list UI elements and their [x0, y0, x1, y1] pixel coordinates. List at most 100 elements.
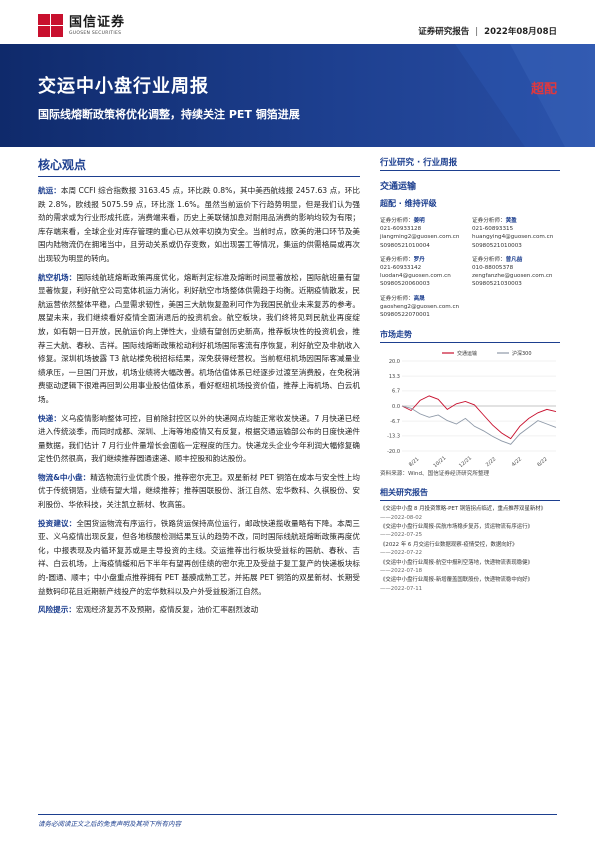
sidebar-head: 行业研究 · 行业周报	[380, 156, 560, 171]
paragraph-lead: 航运：	[38, 186, 61, 195]
analyst-role: 证券分析师：	[380, 295, 414, 302]
analyst-email[interactable]: luodan4@guosen.com.cn	[380, 273, 451, 280]
analyst-name: 姜明	[413, 218, 425, 224]
series-line-1	[401, 405, 557, 446]
core-view-title: 核心观点	[38, 156, 360, 177]
analyst-card: 证券分析师：姜明 021-60933128 jiangming2@guosen.co…	[380, 217, 472, 250]
analyst-role: 证券分析师：	[472, 218, 506, 224]
y-tick-label: -13.3	[387, 434, 400, 440]
analyst-license: S0980521010004	[380, 242, 430, 249]
related-report-link[interactable]: 《交运中小盘 8 月投资策略-PET 铜箔拐点临近，重点推荐双星新材》	[380, 506, 547, 513]
related-report-link[interactable]: 《交运中小盘行业周报-新增覆盖国联股份，快递物流稳中向好》	[380, 577, 533, 584]
report-meta: 证券研究报告 | 2022年08月08日	[418, 27, 557, 37]
sector-name: 交通运输	[380, 182, 417, 192]
banner-decoration	[455, 44, 595, 147]
page-header: 国信证券 GUOSEN SECURITIES 证券研究报告 | 2022年08月08…	[0, 0, 595, 44]
analyst-card: 证券分析师：高晟 gaosheng2@guosen.com.cn S09805220…	[380, 295, 472, 320]
brand-name-en: GUOSEN SECURITIES	[69, 30, 122, 36]
analyst-name: 黄盈	[505, 218, 517, 224]
chart-source: 资料来源：Wind、国信证券经济研究所整理	[380, 471, 490, 478]
analyst-role: 证券分析师：	[472, 256, 506, 263]
paragraph-text: 义乌疫情影响整体可控，目前除封控区以外的快递网点均能正常收发快递。7 月快递已经…	[38, 413, 360, 464]
series-line-0	[401, 395, 557, 440]
y-tick-label: 6.7	[392, 389, 400, 395]
market-trend-title: 市场走势	[380, 329, 560, 344]
core-paragraph: 航空机场：国际线航班熔断政策再度优化，熔断判定标准及熔断时间显著放松，国际航班量…	[38, 271, 360, 407]
core-paragraph: 航运：本周 CCFI 综合指数报 3163.45 点，环比跌 0.8%，其中美西…	[38, 184, 360, 266]
analyst-name: 曾凡喆	[505, 256, 523, 263]
related-report-date: ——2022-07-25	[380, 532, 423, 539]
analyst-phone: 010-88005378	[472, 265, 514, 272]
related-report-date: ——2022-07-18	[380, 568, 423, 575]
footer-disclaimer: 请务必阅读正文之后的免责声明及其项下所有内容	[38, 820, 181, 828]
paragraph-lead: 物流&中小盘：	[38, 472, 91, 482]
paragraph-text: 本周 CCFI 综合指数报 3163.45 点，环比跌 0.8%，其中美西航线报…	[38, 186, 361, 263]
paragraph-lead: 快递：	[38, 413, 62, 423]
related-reports-title: 相关研究报告	[380, 487, 560, 502]
analyst-role: 证券分析师：	[380, 218, 414, 224]
related-report-date: ——2022-08-02	[380, 514, 423, 521]
x-tick-label: 10/21	[432, 456, 447, 468]
x-tick-label: 2/22	[485, 457, 497, 468]
analyst-license: S0980521030003	[472, 281, 522, 288]
sidebar: 行业研究 · 行业周报 交通运输 超配 · 维持评级 证券分析师：姜明 021-6…	[380, 156, 560, 594]
paragraph-text: 全国货运物流有序运行，铁路货运保持高位运行，邮政快递揽收量略有下降。本周三亚、义…	[38, 518, 360, 596]
analyst-email[interactable]: jiangming2@guosen.com.cn	[380, 234, 460, 241]
legend-label-0: 交通运输	[457, 350, 477, 357]
analyst-phone: 021-60893315	[472, 226, 514, 233]
paragraph-text: 宏观经济复苏不及预期，疫情反复，油价汇率剧烈波动	[75, 605, 259, 615]
market-trend-svg: -20.0 -13.3 -6.7 0.0 6.7 13.3 20.0 8/21 10/21 12/…	[387, 350, 557, 469]
market-trend-chart: -20.0 -13.3 -6.7 0.0 6.7 13.3 20.0 8/21 10/21 12/…	[380, 347, 560, 469]
rating-badge: 超配	[530, 82, 557, 97]
analyst-list: 证券分析师：姜明 021-60933128 jiangming2@guosen.co…	[380, 217, 560, 319]
report-date: 2022年08月08日	[484, 27, 557, 37]
analyst-name: 罗丹	[413, 256, 425, 263]
analyst-email[interactable]: gaosheng2@guosen.com.cn	[380, 303, 460, 310]
related-report-date: ——2022-07-22	[380, 550, 423, 557]
y-tick-label: 20.0	[389, 359, 400, 365]
sector-rating: 超配 · 维持评级	[380, 199, 437, 208]
report-subtitle: 国际线熔断政策将优化调整，持续关注 PET 铜箔进展	[38, 108, 300, 121]
analyst-card: 证券分析师：黄盈 021-60893315 huangying4@guosen.co…	[472, 217, 560, 250]
related-report-link[interactable]: 《2022 年 6 月交运行业数据观察-疫情受控，数据向好》	[380, 541, 518, 548]
related-report-link[interactable]: 《交运中小盘行业周报-民航市场稳步复苏，货运物流有序运行》	[380, 524, 533, 531]
core-paragraphs: 航运：本周 CCFI 综合指数报 3163.45 点，环比跌 0.8%，其中美西…	[38, 184, 360, 617]
core-paragraph: 物流&中小盘：精选物流行业优质个股，推荐密尔克卫。双星新材 PET 铜箔在成本与…	[38, 471, 360, 512]
analyst-role: 证券分析师：	[380, 256, 414, 263]
footer-divider	[38, 814, 557, 815]
x-tick-label: 4/22	[511, 457, 523, 468]
analyst-phone: 021-60933128	[380, 226, 422, 233]
x-tick-label: 12/21	[458, 456, 473, 468]
paragraph-lead: 风险提示：	[38, 605, 76, 615]
brand-name-cn: 国信证券	[69, 14, 126, 30]
related-reports-list: 《交运中小盘 8 月投资策略-PET 铜箔拐点临近，重点推荐双星新材》 ——202…	[380, 505, 560, 593]
analyst-email[interactable]: zengfanzhe@guosen.com.cn	[472, 273, 553, 280]
analyst-email[interactable]: huangying4@guosen.com.cn	[472, 234, 554, 241]
paragraph-text: 国际线航班熔断政策再度优化，熔断判定标准及熔断时间显著放松，国际航班量有望显著恢…	[38, 272, 360, 404]
x-tick-label: 6/22	[536, 457, 548, 468]
report-title: 交运中小盘行业周报	[38, 76, 209, 97]
paragraph-text: 精选物流行业优质个股，推荐密尔克卫。双星新材 PET 铜箔在成本与安全性上均优于…	[38, 472, 360, 510]
analyst-license: S0980522070001	[380, 312, 430, 319]
related-report-link[interactable]: 《交运中小盘行业周报-航空中报利空落地，快递物流表现稳健》	[380, 559, 533, 566]
analyst-phone: 021-60933142	[380, 265, 422, 272]
core-view-column: 核心观点 航运：本周 CCFI 综合指数报 3163.45 点，环比跌 0.8%…	[38, 156, 360, 622]
brand-logo: 国信证券 GUOSEN SECURITIES	[38, 14, 125, 38]
legend-label-1: 沪深300	[512, 350, 532, 357]
core-paragraph: 风险提示：宏观经济复苏不及预期，疫情反复，油价汇率剧烈波动	[38, 603, 360, 617]
title-banner: 交运中小盘行业周报 国际线熔断政策将优化调整，持续关注 PET 铜箔进展 超配	[0, 44, 595, 147]
paragraph-lead: 航空机场：	[38, 272, 77, 282]
core-paragraph: 投资建议：全国货运物流有序运行，铁路货运保持高位运行，邮政快递揽收量略有下降。本…	[38, 517, 360, 599]
y-tick-label: -6.7	[390, 419, 400, 425]
y-tick-label: 13.3	[389, 374, 400, 380]
y-tick-label: 0.0	[392, 404, 400, 410]
analyst-license: S0980520060003	[380, 281, 430, 288]
paragraph-lead: 投资建议：	[38, 518, 77, 528]
x-tick-label: 8/21	[408, 457, 420, 468]
guosen-logo-icon	[38, 14, 64, 38]
analyst-license: S0980521010003	[472, 242, 522, 249]
core-paragraph: 快递：义乌疫情影响整体可控，目前除封控区以外的快递网点均能正常收发快递。7 月快…	[38, 412, 360, 466]
report-type: 证券研究报告	[418, 27, 470, 37]
analyst-name: 高晟	[413, 295, 425, 302]
analyst-card: 证券分析师：罗丹 021-60933142 luodan4@guosen.com.c…	[380, 256, 472, 289]
